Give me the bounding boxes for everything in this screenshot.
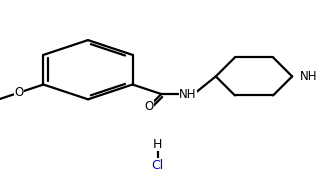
Text: Cl: Cl xyxy=(152,159,164,172)
Text: O: O xyxy=(144,100,153,113)
Text: NH: NH xyxy=(179,87,197,101)
Text: O: O xyxy=(14,86,24,99)
Text: NH: NH xyxy=(299,70,317,83)
Text: H: H xyxy=(153,138,162,151)
